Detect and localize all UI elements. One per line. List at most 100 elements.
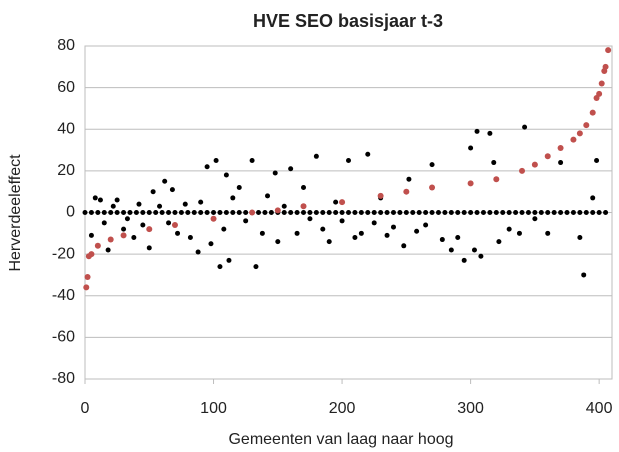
point xyxy=(423,222,429,228)
point xyxy=(213,157,219,163)
point xyxy=(281,203,287,209)
point xyxy=(390,210,396,215)
point xyxy=(121,226,127,232)
point xyxy=(253,264,259,270)
point xyxy=(487,210,493,215)
point xyxy=(602,63,609,70)
point xyxy=(478,253,484,259)
point xyxy=(221,226,227,232)
point xyxy=(326,210,332,215)
point xyxy=(605,47,612,54)
point xyxy=(577,234,583,240)
point xyxy=(352,234,358,240)
point xyxy=(339,218,345,224)
point xyxy=(352,210,358,215)
point xyxy=(226,257,232,263)
point xyxy=(416,210,422,215)
point xyxy=(204,210,210,215)
point xyxy=(583,210,589,215)
point xyxy=(577,210,583,215)
point xyxy=(448,210,454,215)
point xyxy=(187,234,193,240)
point xyxy=(429,210,435,215)
point xyxy=(474,210,480,215)
x-tick-label: 200 xyxy=(329,400,356,417)
point xyxy=(101,220,107,226)
point xyxy=(339,199,346,206)
y-tick-label: 80 xyxy=(57,37,75,54)
point xyxy=(384,232,390,238)
point xyxy=(467,180,474,187)
point xyxy=(82,210,88,215)
x-tick-label: 400 xyxy=(586,400,613,417)
point xyxy=(182,201,188,207)
point xyxy=(140,222,146,228)
point xyxy=(320,226,326,232)
point xyxy=(88,251,95,258)
point xyxy=(272,170,278,176)
point xyxy=(178,210,184,215)
point xyxy=(596,210,602,215)
point xyxy=(162,178,168,184)
point xyxy=(590,210,596,215)
point xyxy=(136,201,142,207)
point xyxy=(105,247,111,253)
point xyxy=(403,210,409,215)
point xyxy=(268,210,274,215)
point xyxy=(171,221,178,228)
point xyxy=(301,185,307,191)
point xyxy=(259,230,265,236)
point xyxy=(97,197,103,203)
point xyxy=(365,151,371,157)
point xyxy=(124,216,130,222)
point xyxy=(236,210,242,215)
point xyxy=(594,157,600,163)
point xyxy=(496,239,502,245)
point xyxy=(603,210,609,215)
point xyxy=(581,272,587,278)
point xyxy=(570,210,576,215)
point xyxy=(95,210,101,215)
point xyxy=(211,210,217,215)
point xyxy=(410,210,416,215)
point xyxy=(506,226,512,232)
point xyxy=(172,210,178,215)
point xyxy=(468,145,474,151)
point xyxy=(493,176,500,183)
point xyxy=(506,210,512,215)
x-tick-label: 0 xyxy=(81,400,90,417)
point xyxy=(223,210,229,215)
point xyxy=(110,203,116,209)
point xyxy=(406,176,412,182)
y-tick-label: 0 xyxy=(66,204,75,221)
point xyxy=(307,216,313,222)
point xyxy=(333,210,339,215)
point xyxy=(558,210,564,215)
point xyxy=(108,210,114,215)
point xyxy=(596,90,603,97)
point xyxy=(146,210,152,215)
point xyxy=(522,124,528,130)
point xyxy=(487,130,493,136)
point xyxy=(101,210,107,215)
y-tick-label: 20 xyxy=(57,162,75,179)
point xyxy=(294,230,300,236)
point xyxy=(275,239,281,245)
point xyxy=(401,243,407,249)
point xyxy=(558,160,564,166)
point xyxy=(423,210,429,215)
point xyxy=(371,210,377,215)
point xyxy=(448,247,454,253)
point xyxy=(281,210,287,215)
y-tick-label: -80 xyxy=(52,370,75,387)
point xyxy=(92,195,98,201)
point xyxy=(461,210,467,215)
point xyxy=(208,241,214,247)
point xyxy=(390,224,396,230)
point xyxy=(358,230,364,236)
point xyxy=(397,210,403,215)
point xyxy=(493,210,499,215)
point xyxy=(121,210,127,215)
point xyxy=(114,197,120,203)
point xyxy=(371,220,377,226)
